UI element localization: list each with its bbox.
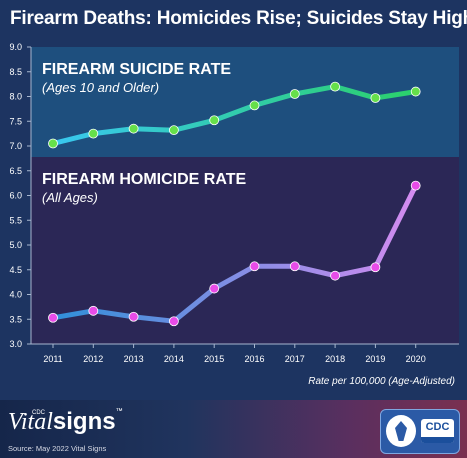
x-tick-label: 2017 [285,354,305,364]
homicide-series-title: FIREARM HOMICIDE RATE [42,171,246,188]
cdc-badge-icon: CDC [421,419,454,443]
y-axis-ticks: 3.0 3.5 4.0 4.5 5.0 5.5 6.0 6.5 7.0 7.5 8.0 8.5 9.0 [9,42,31,349]
y-tick-label: 8.0 [9,92,22,102]
homicide-data-point [410,180,421,191]
hhs-cdc-logo: CDC [380,409,460,454]
homicide-data-point [330,270,341,281]
x-tick-label: 2011 [43,354,62,364]
y-tick-label: 5.0 [9,240,22,250]
homicide-data-point [289,261,300,272]
source-note: Source: May 2022 Vital Signs [8,444,107,453]
brand-trademark: ™ [115,408,123,415]
cdc-logo-text: CDC [425,421,450,433]
suicide-data-point [209,115,220,126]
suicide-data-point [168,125,179,136]
x-tick-label: 2019 [365,354,385,364]
suicide-series-title: FIREARM SUICIDE RATE [42,61,231,78]
y-tick-label: 9.0 [9,42,22,52]
x-axis-ticks: 2011 2012 2013 2014 2015 2016 2017 2018 2019 2020 [43,344,426,364]
x-axis-note: Rate per 100,000 (Age-Adjusted) [308,376,455,387]
suicide-data-point [289,89,300,99]
homicide-data-point [168,316,179,327]
suicide-data-point [128,123,139,134]
suicide-panel [31,47,459,157]
y-tick-label: 6.5 [9,166,22,176]
y-tick-label: 8.5 [9,67,22,77]
x-tick-label: 2013 [124,354,144,364]
x-tick-label: 2020 [406,354,426,364]
homicide-data-point [48,312,58,323]
vital-signs-logo: CDC Vitalsigns™ [8,408,123,436]
suicide-series-line [50,84,419,146]
homicide-data-point [370,262,381,273]
y-tick-label: 6.0 [9,191,22,201]
y-tick-label: 4.0 [9,290,22,300]
suicide-data-point [88,128,99,139]
homicide-data-point [128,311,139,322]
suicide-series-subtitle: (Ages 10 and Older) [42,80,159,95]
y-tick-label: 4.5 [9,265,22,275]
x-tick-label: 2014 [164,354,184,364]
footer-banner: CDC Vitalsigns™ Source: May 2022 Vital S… [0,400,467,458]
suicide-data-point [330,81,341,92]
y-tick-label: 3.0 [9,339,22,349]
suicide-data-point [410,86,421,97]
y-tick-label: 3.5 [9,314,22,324]
suicide-data-point [370,93,381,103]
suicide-data-point [48,138,58,149]
y-tick-label: 5.5 [9,215,22,225]
hhs-eagle-icon [386,415,416,447]
x-tick-label: 2018 [325,354,345,364]
x-tick-label: 2012 [83,354,103,364]
brand-cdc-mark: CDC [32,410,45,416]
x-tick-label: 2016 [244,354,264,364]
series-layer [48,81,421,327]
homicide-data-point [209,283,220,294]
page-title: Firearm Deaths: Homicides Rise; Suicides… [10,8,467,29]
brand-signs: signs [52,408,116,435]
homicide-series-subtitle: (All Ages) [42,190,98,205]
homicide-data-point [249,261,260,272]
brand-vital: Vital [8,409,53,435]
homicide-data-point [88,305,99,316]
x-tick-label: 2015 [204,354,224,364]
y-tick-label: 7.5 [9,116,22,126]
line-chart: 3.03.54.04.55.05.56.06.57.07.58.08.59.0 … [9,42,459,387]
homicide-series-line [50,183,419,324]
suicide-data-point [249,100,260,111]
y-tick-label: 7.0 [9,141,22,151]
